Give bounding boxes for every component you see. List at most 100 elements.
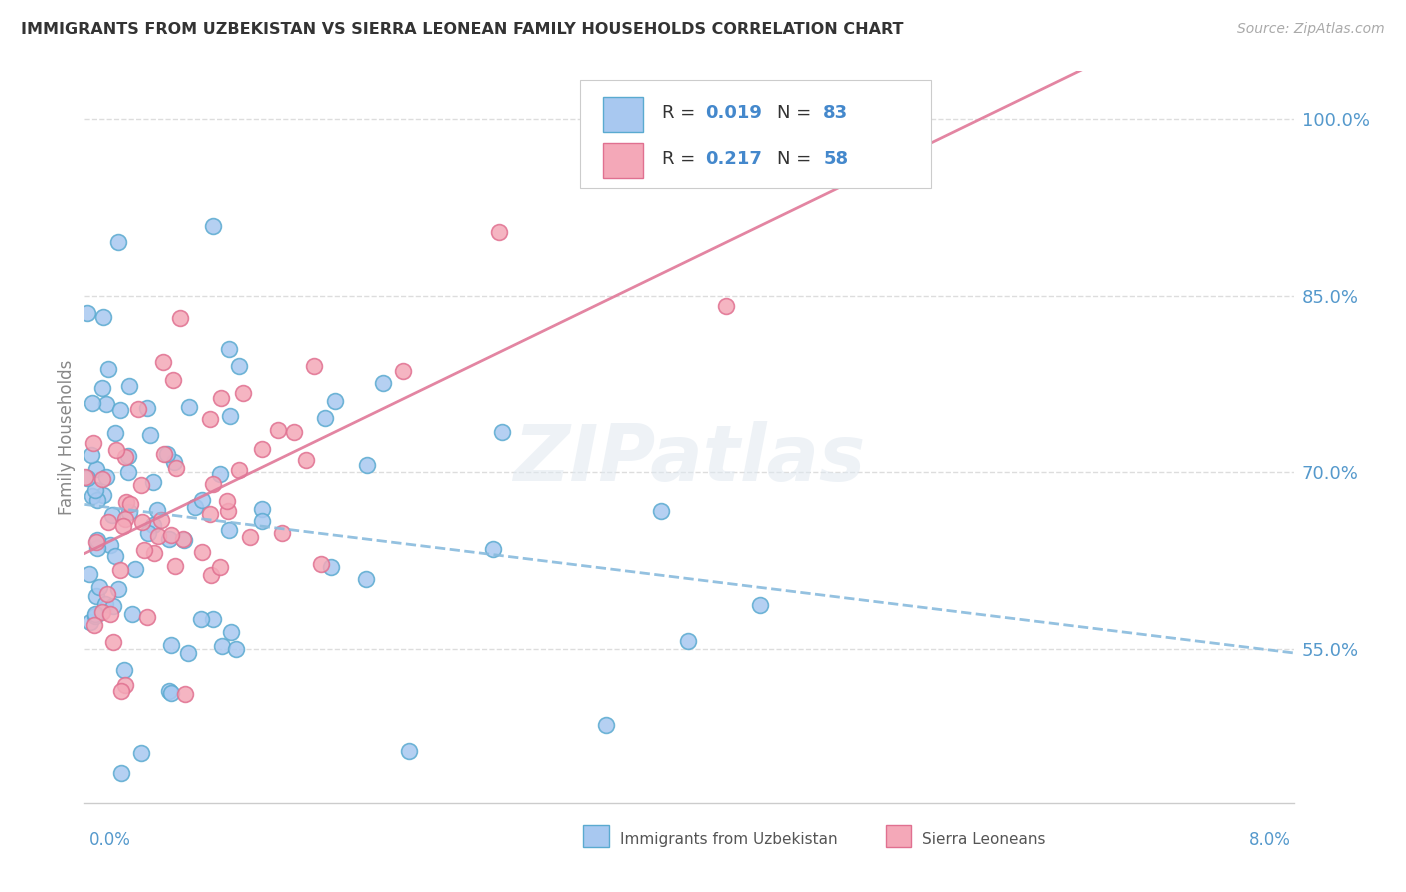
Point — [152, 447, 174, 461]
Point — [319, 560, 342, 574]
FancyBboxPatch shape — [603, 97, 643, 132]
Point — [73, 470, 96, 484]
Point — [136, 526, 159, 541]
Point — [79, 615, 101, 630]
Point — [173, 687, 195, 701]
Point — [86, 541, 108, 555]
Point — [225, 641, 247, 656]
Point — [714, 299, 737, 313]
Text: 0.0%: 0.0% — [89, 831, 131, 849]
Point — [97, 515, 120, 529]
Point — [129, 746, 152, 760]
Point — [650, 504, 672, 518]
Point — [176, 646, 198, 660]
Text: 58: 58 — [823, 150, 848, 168]
Text: ZIPatlas: ZIPatlas — [513, 421, 865, 497]
Point — [267, 423, 290, 437]
Point — [84, 462, 107, 476]
Point — [107, 235, 129, 249]
Point — [749, 598, 772, 612]
Point — [323, 394, 346, 409]
Point — [165, 559, 187, 574]
Point — [117, 465, 139, 479]
Text: IMMIGRANTS FROM UZBEKISTAN VS SIERRA LEONEAN FAMILY HOUSEHOLDS CORRELATION CHART: IMMIGRANTS FROM UZBEKISTAN VS SIERRA LEO… — [21, 22, 904, 37]
Y-axis label: Family Households: Family Households — [58, 359, 76, 515]
FancyBboxPatch shape — [603, 143, 643, 178]
Point — [150, 513, 173, 527]
Point — [136, 609, 159, 624]
Point — [356, 458, 378, 472]
Point — [595, 718, 617, 732]
Point — [138, 428, 160, 442]
Point — [179, 401, 201, 415]
Point — [190, 612, 212, 626]
Point — [121, 607, 143, 621]
Point — [371, 376, 394, 391]
Point — [76, 306, 98, 320]
Point — [114, 512, 136, 526]
Point — [202, 476, 225, 491]
Text: N =: N = — [778, 150, 817, 168]
Text: 8.0%: 8.0% — [1249, 831, 1291, 849]
Point — [148, 529, 170, 543]
Point — [211, 639, 233, 653]
Point — [201, 612, 224, 626]
Point — [103, 549, 125, 563]
Point — [208, 467, 231, 482]
Point — [80, 448, 103, 462]
Point — [103, 426, 125, 441]
Point — [84, 607, 107, 622]
Point — [482, 541, 505, 556]
Point — [491, 425, 513, 440]
Point — [91, 381, 114, 395]
Point — [163, 455, 186, 469]
Point — [83, 609, 105, 624]
Point — [98, 538, 121, 552]
Point — [218, 409, 240, 423]
Point — [676, 633, 699, 648]
Text: R =: R = — [662, 104, 702, 122]
Point — [392, 364, 415, 378]
Point — [250, 501, 273, 516]
Point — [252, 442, 274, 456]
Point — [118, 379, 141, 393]
Point — [86, 493, 108, 508]
Point — [84, 535, 107, 549]
Point — [94, 597, 117, 611]
FancyBboxPatch shape — [581, 80, 931, 188]
Point — [82, 489, 104, 503]
Point — [132, 542, 155, 557]
Point — [157, 532, 180, 546]
Point — [101, 508, 124, 522]
Point — [198, 508, 221, 522]
Point — [250, 514, 273, 528]
Point — [228, 462, 250, 476]
Point — [162, 373, 184, 387]
Point — [127, 401, 149, 416]
Point — [112, 663, 135, 677]
Text: Immigrants from Uzbekistan: Immigrants from Uzbekistan — [620, 832, 838, 847]
Point — [172, 533, 194, 547]
Point — [97, 362, 120, 376]
Point — [114, 450, 136, 464]
Text: 0.217: 0.217 — [704, 150, 762, 168]
Point — [209, 560, 232, 574]
Point — [156, 447, 179, 461]
Point — [173, 533, 195, 547]
Point — [143, 546, 166, 560]
Point — [112, 519, 135, 533]
Point — [169, 311, 191, 326]
Point — [271, 525, 294, 540]
Point — [314, 410, 336, 425]
Point — [77, 567, 100, 582]
Point — [83, 483, 105, 497]
Point — [159, 686, 181, 700]
Text: Sierra Leoneans: Sierra Leoneans — [922, 832, 1046, 847]
Point — [103, 599, 125, 613]
Point — [488, 225, 510, 239]
Point — [152, 355, 174, 369]
FancyBboxPatch shape — [583, 825, 609, 847]
Point — [200, 568, 222, 582]
Point — [219, 625, 242, 640]
Point — [110, 684, 132, 698]
